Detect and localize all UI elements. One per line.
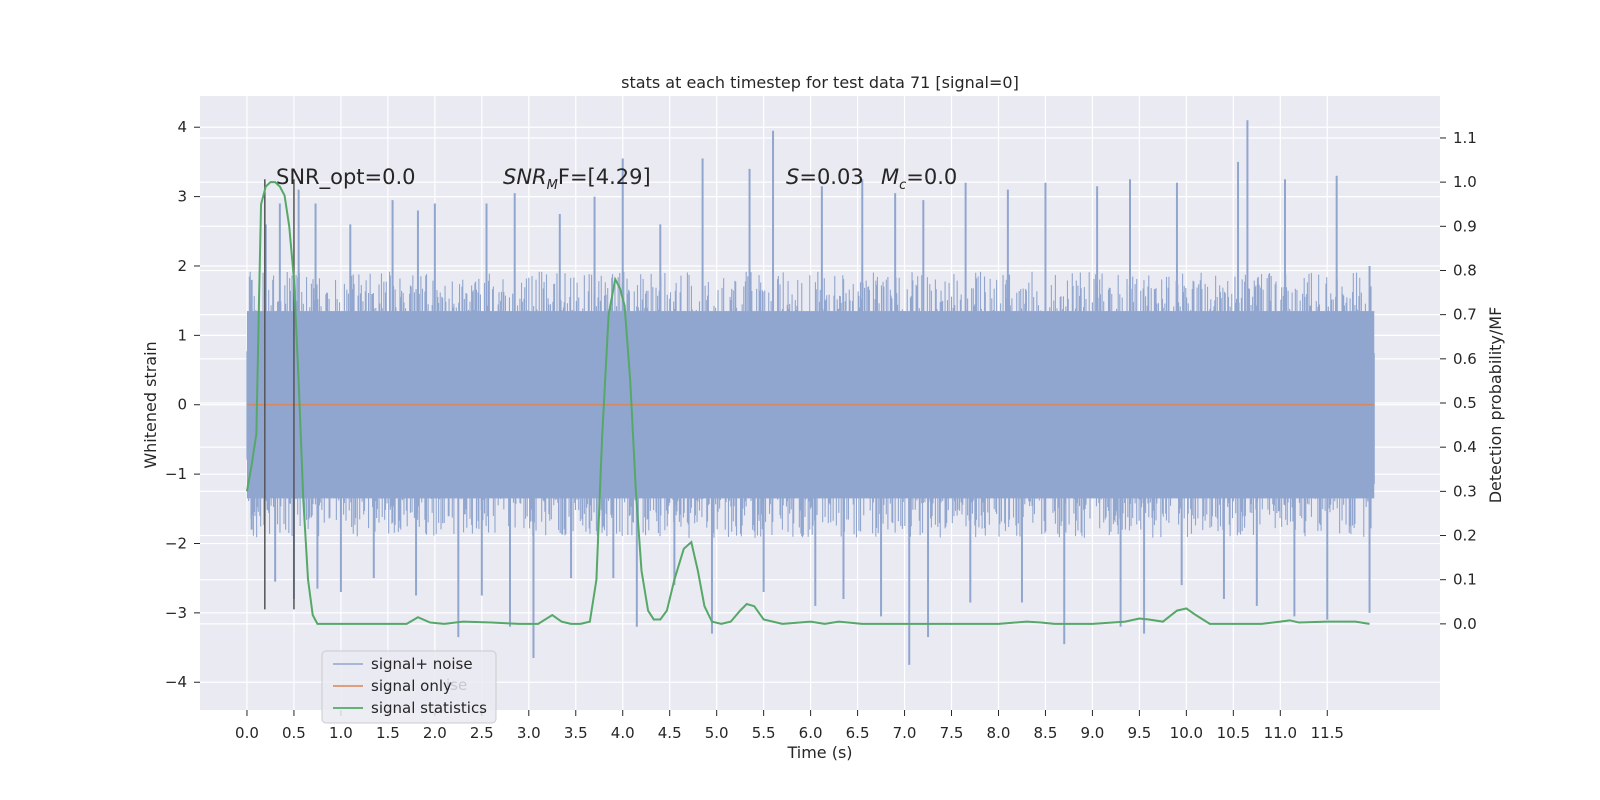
legend: ise signal+ noise signal only signal sta… xyxy=(321,650,497,724)
x-tick-label-14: 7.0 xyxy=(893,724,917,742)
right-y-tick-label-2: 0.2 xyxy=(1453,527,1477,545)
x-tick-label-17: 8.5 xyxy=(1034,724,1058,742)
legend-label-stat: signal statistics xyxy=(371,699,487,717)
x-tick-label-8: 4.0 xyxy=(611,724,635,742)
right-y-axis-label: Detection probability/MF xyxy=(1486,307,1505,504)
right-y-tick-label-9: 0.9 xyxy=(1453,217,1477,235)
x-tick-label-10: 5.0 xyxy=(705,724,729,742)
snr-mf-sub: M xyxy=(547,178,558,193)
right-y-tick-label-8: 0.8 xyxy=(1453,261,1477,279)
legend-label-signal: signal only xyxy=(371,677,452,695)
mc-var: M xyxy=(881,165,899,189)
left-y-tick-label-8: 4 xyxy=(177,118,187,136)
right-y-tick-label-5: 0.5 xyxy=(1453,394,1477,412)
x-tick-label-13: 6.5 xyxy=(846,724,870,742)
x-tick-label-9: 4.5 xyxy=(658,724,682,742)
x-tick-label-0: 0.0 xyxy=(235,724,259,742)
right-y-tick-label-1: 0.1 xyxy=(1453,571,1477,589)
x-tick-label-18: 9.0 xyxy=(1080,724,1104,742)
window-markers xyxy=(264,179,295,610)
snr-mf-base: SNR xyxy=(503,165,547,189)
left-y-tick-label-1: −3 xyxy=(165,604,187,622)
x-tick-label-7: 3.5 xyxy=(564,724,588,742)
right-y-tick-label-11: 1.1 xyxy=(1453,129,1477,147)
x-tick-label-6: 3.0 xyxy=(517,724,541,742)
right-y-tick-label-10: 1.0 xyxy=(1453,173,1477,191)
left-y-axis-label: Whitened strain xyxy=(141,341,160,468)
x-tick-label-21: 10.5 xyxy=(1217,724,1250,742)
x-tick-label-22: 11.0 xyxy=(1264,724,1297,742)
s-var: S xyxy=(786,165,799,189)
x-tick-label-20: 10.0 xyxy=(1170,724,1203,742)
signal-noise-peaks xyxy=(250,120,1371,665)
annotation-mc: Mc=0.0 xyxy=(881,165,957,193)
mc-val: =0.0 xyxy=(906,165,957,189)
mc-sub: c xyxy=(899,178,906,193)
left-y-tick-labels: −4 −3 −2 −1 0 1 2 3 4 xyxy=(165,118,200,691)
x-tick-label-16: 8.0 xyxy=(987,724,1011,742)
x-tick-label-23: 11.5 xyxy=(1311,724,1344,742)
x-tick-label-3: 1.5 xyxy=(376,724,400,742)
snr-mf-rest: F=[4.29] xyxy=(558,165,651,189)
x-tick-label-4: 2.0 xyxy=(423,724,447,742)
x-tick-label-12: 6.0 xyxy=(799,724,823,742)
x-tick-label-19: 9.5 xyxy=(1127,724,1151,742)
right-y-tick-label-6: 0.6 xyxy=(1453,350,1477,368)
left-y-tick-label-4: 0 xyxy=(177,396,187,414)
annotation-snr-opt: SNR_opt=0.0 xyxy=(276,165,416,190)
legend-label-noise: signal+ noise xyxy=(371,655,473,673)
right-y-tick-label-0: 0.0 xyxy=(1453,615,1477,633)
x-tick-label-11: 5.5 xyxy=(752,724,776,742)
x-tick-label-15: 7.5 xyxy=(940,724,964,742)
x-axis-label: Time (s) xyxy=(786,743,852,762)
annotation-s: S=0.03 xyxy=(786,165,864,189)
left-y-tick-label-7: 3 xyxy=(177,188,187,206)
right-y-tick-label-3: 0.3 xyxy=(1453,482,1477,500)
left-y-tick-label-0: −4 xyxy=(165,673,187,691)
legend-box xyxy=(321,650,497,724)
left-y-tick-label-2: −2 xyxy=(165,534,187,552)
right-y-tick-labels: 0.0 0.1 0.2 0.3 0.4 0.5 0.6 0.7 0.8 0.9 1.0 1.1 xyxy=(1440,129,1477,633)
chart-title: stats at each timestep for test data 71 … xyxy=(621,73,1019,92)
x-tick-label-2: 1.0 xyxy=(329,724,353,742)
left-y-tick-label-3: −1 xyxy=(165,465,187,483)
x-tick-label-1: 0.5 xyxy=(282,724,306,742)
annotation-snr-mf: SNRMF=[4.29] xyxy=(503,165,651,193)
left-y-tick-label-5: 1 xyxy=(177,326,187,344)
x-tick-label-5: 2.5 xyxy=(470,724,494,742)
signal-statistics-series xyxy=(245,181,1370,625)
left-y-tick-label-6: 2 xyxy=(177,257,187,275)
s-val: =0.03 xyxy=(799,165,863,189)
legend-ghost-text: ise xyxy=(446,676,467,694)
right-y-tick-label-7: 0.7 xyxy=(1453,306,1477,324)
right-y-tick-label-4: 0.4 xyxy=(1453,438,1477,456)
